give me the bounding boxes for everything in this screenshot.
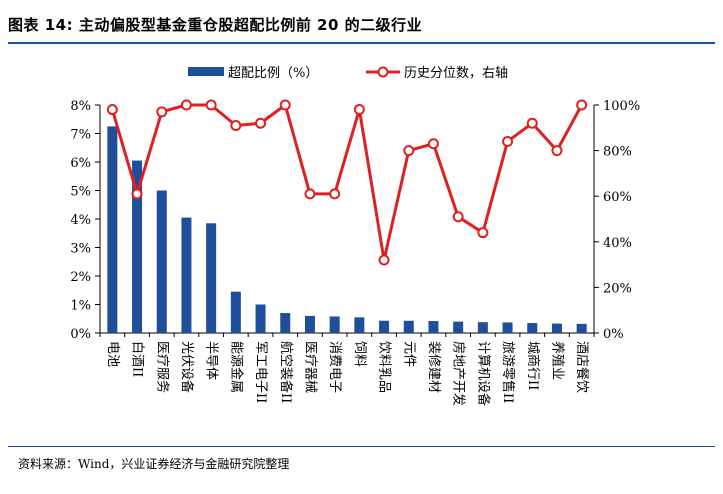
- x-category-label: 消费电子: [327, 341, 342, 393]
- right-tick-label: 60%: [603, 190, 632, 205]
- bar: [329, 316, 340, 333]
- percentile-point: [106, 104, 118, 116]
- bar: [477, 322, 488, 333]
- x-category-label: 元件: [401, 341, 416, 367]
- left-tick-label: 7%: [70, 128, 91, 143]
- x-category-label: 军工电子II: [253, 341, 268, 403]
- legend-line-marker: [377, 66, 389, 78]
- percentile-point: [576, 99, 588, 111]
- left-tick-label: 4%: [70, 213, 91, 228]
- left-tick-label: 1%: [70, 299, 91, 314]
- chart-title: 图表 14: 主动偏股型基金重仓股超配比例前 20 的二级行业: [8, 16, 423, 34]
- percentile-point: [353, 104, 365, 116]
- bar: [280, 313, 291, 333]
- bar-series: [107, 126, 587, 333]
- bar: [132, 160, 143, 333]
- bar: [379, 320, 390, 333]
- right-tick-label: 40%: [603, 236, 632, 251]
- bar: [107, 126, 118, 333]
- x-category-label: 饲料: [352, 341, 367, 367]
- bar: [354, 317, 365, 333]
- x-category-label: 计算机设备: [475, 341, 491, 406]
- left-tick-label: 0%: [70, 327, 91, 342]
- percentile-point: [279, 99, 291, 111]
- bar: [502, 322, 513, 333]
- x-category-label: 饮料乳品: [377, 341, 392, 393]
- bar: [181, 217, 192, 333]
- right-tick-label: 100%: [603, 99, 640, 114]
- percentile-point: [205, 99, 217, 111]
- bar: [156, 190, 167, 333]
- left-tick-label: 8%: [70, 99, 91, 114]
- bar: [304, 315, 315, 333]
- bar: [551, 323, 562, 333]
- percentile-point: [502, 135, 514, 147]
- x-category-label: 旅游零售II: [500, 341, 516, 403]
- bar: [206, 223, 217, 333]
- x-category-label: 房地产开发: [451, 341, 467, 406]
- x-category-label: 白酒II: [130, 341, 146, 377]
- legend-bar-swatch: [188, 67, 224, 76]
- percentile-point: [180, 99, 192, 111]
- left-tick-label: 5%: [70, 185, 91, 200]
- x-category-label: 酒店餐饮: [574, 341, 590, 393]
- legend-bar-label: 超配比例（%）: [228, 66, 318, 81]
- x-category-label: 医疗服务: [154, 341, 170, 393]
- left-tick-label: 6%: [70, 156, 91, 171]
- x-category-label: 电池: [105, 341, 120, 367]
- bar: [403, 320, 414, 333]
- left-tick-label: 3%: [70, 242, 91, 257]
- line-series: [106, 99, 588, 266]
- percentile-point: [329, 188, 341, 200]
- left-tick-label: 2%: [70, 270, 91, 285]
- percentile-point: [403, 145, 415, 157]
- x-category-label: 养殖业: [549, 341, 565, 380]
- x-category-label: 半导体: [204, 341, 219, 380]
- percentile-point: [526, 117, 538, 129]
- percentile-point: [477, 227, 489, 239]
- bar: [230, 291, 241, 333]
- percentile-point: [551, 145, 563, 157]
- percentile-point: [304, 188, 316, 200]
- right-tick-label: 0%: [603, 327, 624, 342]
- legend-line-label: 历史分位数，右轴: [404, 66, 508, 81]
- percentile-point: [378, 254, 390, 266]
- percentile-point: [255, 117, 267, 129]
- bar: [453, 321, 464, 333]
- title-divider: [8, 42, 715, 44]
- bar: [255, 304, 266, 333]
- percentile-point: [131, 188, 143, 200]
- right-tick-label: 80%: [603, 145, 632, 160]
- x-category-label: 航空装备II: [278, 341, 294, 403]
- source-note: 资料来源：Wind，兴业证券经济与金融研究院整理: [18, 457, 290, 471]
- x-axis-labels: 电池 白酒II 医疗服务 光伏设备 半导体 能源金属 军工电子II 航空装备II 医疗器械 消费电…: [105, 341, 590, 406]
- bar: [527, 323, 538, 333]
- percentile-point: [156, 106, 168, 118]
- bar: [428, 321, 439, 333]
- x-category-label: 城商行II: [525, 341, 540, 390]
- percentile-point: [230, 120, 242, 132]
- percentile-point: [427, 138, 439, 150]
- percentile-point: [452, 211, 464, 223]
- bar: [576, 323, 587, 333]
- right-tick-label: 20%: [603, 281, 632, 296]
- x-category-label: 装修建材: [426, 341, 441, 393]
- x-category-label: 能源金属: [228, 341, 244, 393]
- x-category-label: 光伏设备: [179, 341, 195, 393]
- footer-divider: [8, 446, 715, 447]
- legend: 超配比例（%） 历史分位数，右轴: [188, 66, 508, 81]
- x-category-label: 医疗器械: [302, 341, 317, 393]
